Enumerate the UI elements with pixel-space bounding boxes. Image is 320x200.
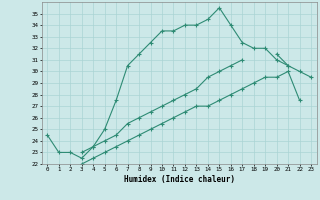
X-axis label: Humidex (Indice chaleur): Humidex (Indice chaleur) — [124, 175, 235, 184]
